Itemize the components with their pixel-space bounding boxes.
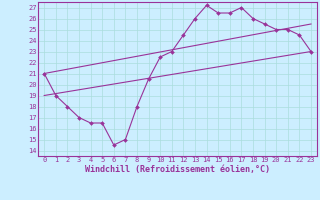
X-axis label: Windchill (Refroidissement éolien,°C): Windchill (Refroidissement éolien,°C) [85, 165, 270, 174]
